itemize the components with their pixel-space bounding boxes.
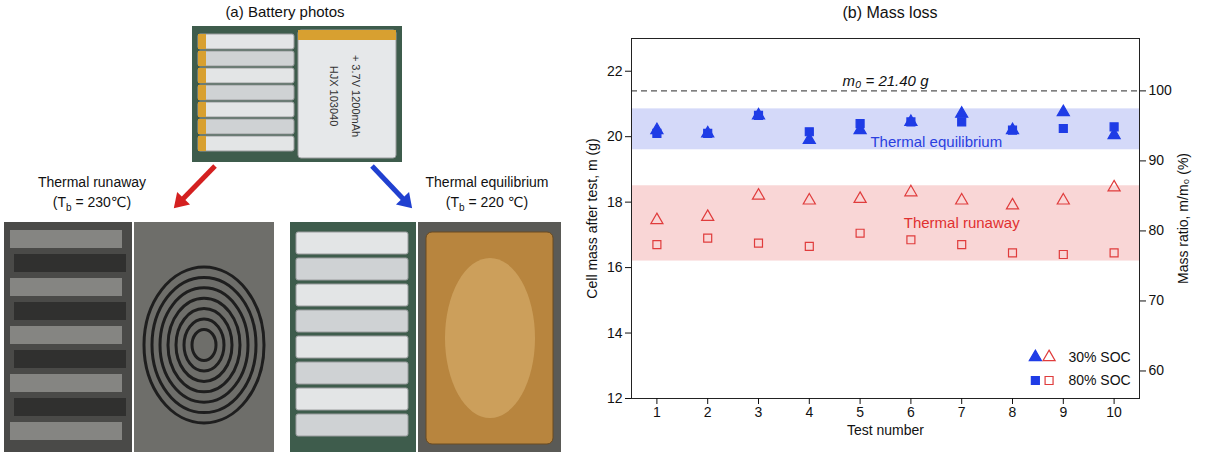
svg-text:(Tb = 220 ℃): (Tb = 220 ℃): [446, 194, 528, 213]
svg-text:80: 80: [1149, 222, 1165, 238]
svg-text:7: 7: [958, 404, 966, 420]
svg-text:9: 9: [1059, 404, 1067, 420]
svg-text:16: 16: [607, 259, 623, 275]
svg-text:18: 18: [607, 194, 623, 210]
svg-text:10: 10: [1106, 404, 1122, 420]
svg-text:m₀ = 21.40 g: m₀ = 21.40 g: [843, 72, 930, 89]
svg-text:Thermal equilibrium: Thermal equilibrium: [870, 133, 1002, 150]
svg-text:Cell mass after test, m (g): Cell mass after test, m (g): [584, 138, 600, 298]
svg-text:Mass ratio, m/m₀ (%): Mass ratio, m/m₀ (%): [1175, 153, 1191, 284]
svg-text:Thermal equilibrium: Thermal equilibrium: [426, 174, 549, 190]
svg-text:70: 70: [1149, 292, 1165, 308]
svg-text:30% SOC: 30% SOC: [1068, 349, 1130, 365]
svg-text:2: 2: [704, 404, 712, 420]
svg-text:(Tb = 230℃): (Tb = 230℃): [53, 194, 131, 213]
svg-text:100: 100: [1149, 82, 1173, 98]
svg-text:4: 4: [805, 404, 813, 420]
svg-text:90: 90: [1149, 152, 1165, 168]
svg-text:5: 5: [856, 404, 864, 420]
svg-text:20: 20: [607, 128, 623, 144]
svg-text:6: 6: [907, 404, 915, 420]
html-text:(b) Mass loss: (b) Mass loss: [842, 4, 938, 21]
svg-text:3: 3: [755, 404, 763, 420]
svg-text:12: 12: [607, 390, 623, 406]
svg-text:Thermal runaway: Thermal runaway: [904, 214, 1020, 231]
svg-text:(a) Battery photos: (a) Battery photos: [225, 3, 344, 20]
svg-text:Thermal runaway: Thermal runaway: [38, 174, 146, 190]
svg-text:8: 8: [1009, 404, 1017, 420]
svg-text:14: 14: [607, 325, 623, 341]
svg-text:80% SOC: 80% SOC: [1068, 372, 1130, 388]
svg-text:+ 3.7V 1200mAh: + 3.7V 1200mAh: [350, 55, 362, 137]
svg-text:22: 22: [607, 63, 623, 79]
svg-text:60: 60: [1149, 362, 1165, 378]
svg-text:HJX 103040: HJX 103040: [328, 66, 340, 127]
svg-text:Test number: Test number: [847, 422, 924, 438]
svg-text:1: 1: [653, 404, 661, 420]
